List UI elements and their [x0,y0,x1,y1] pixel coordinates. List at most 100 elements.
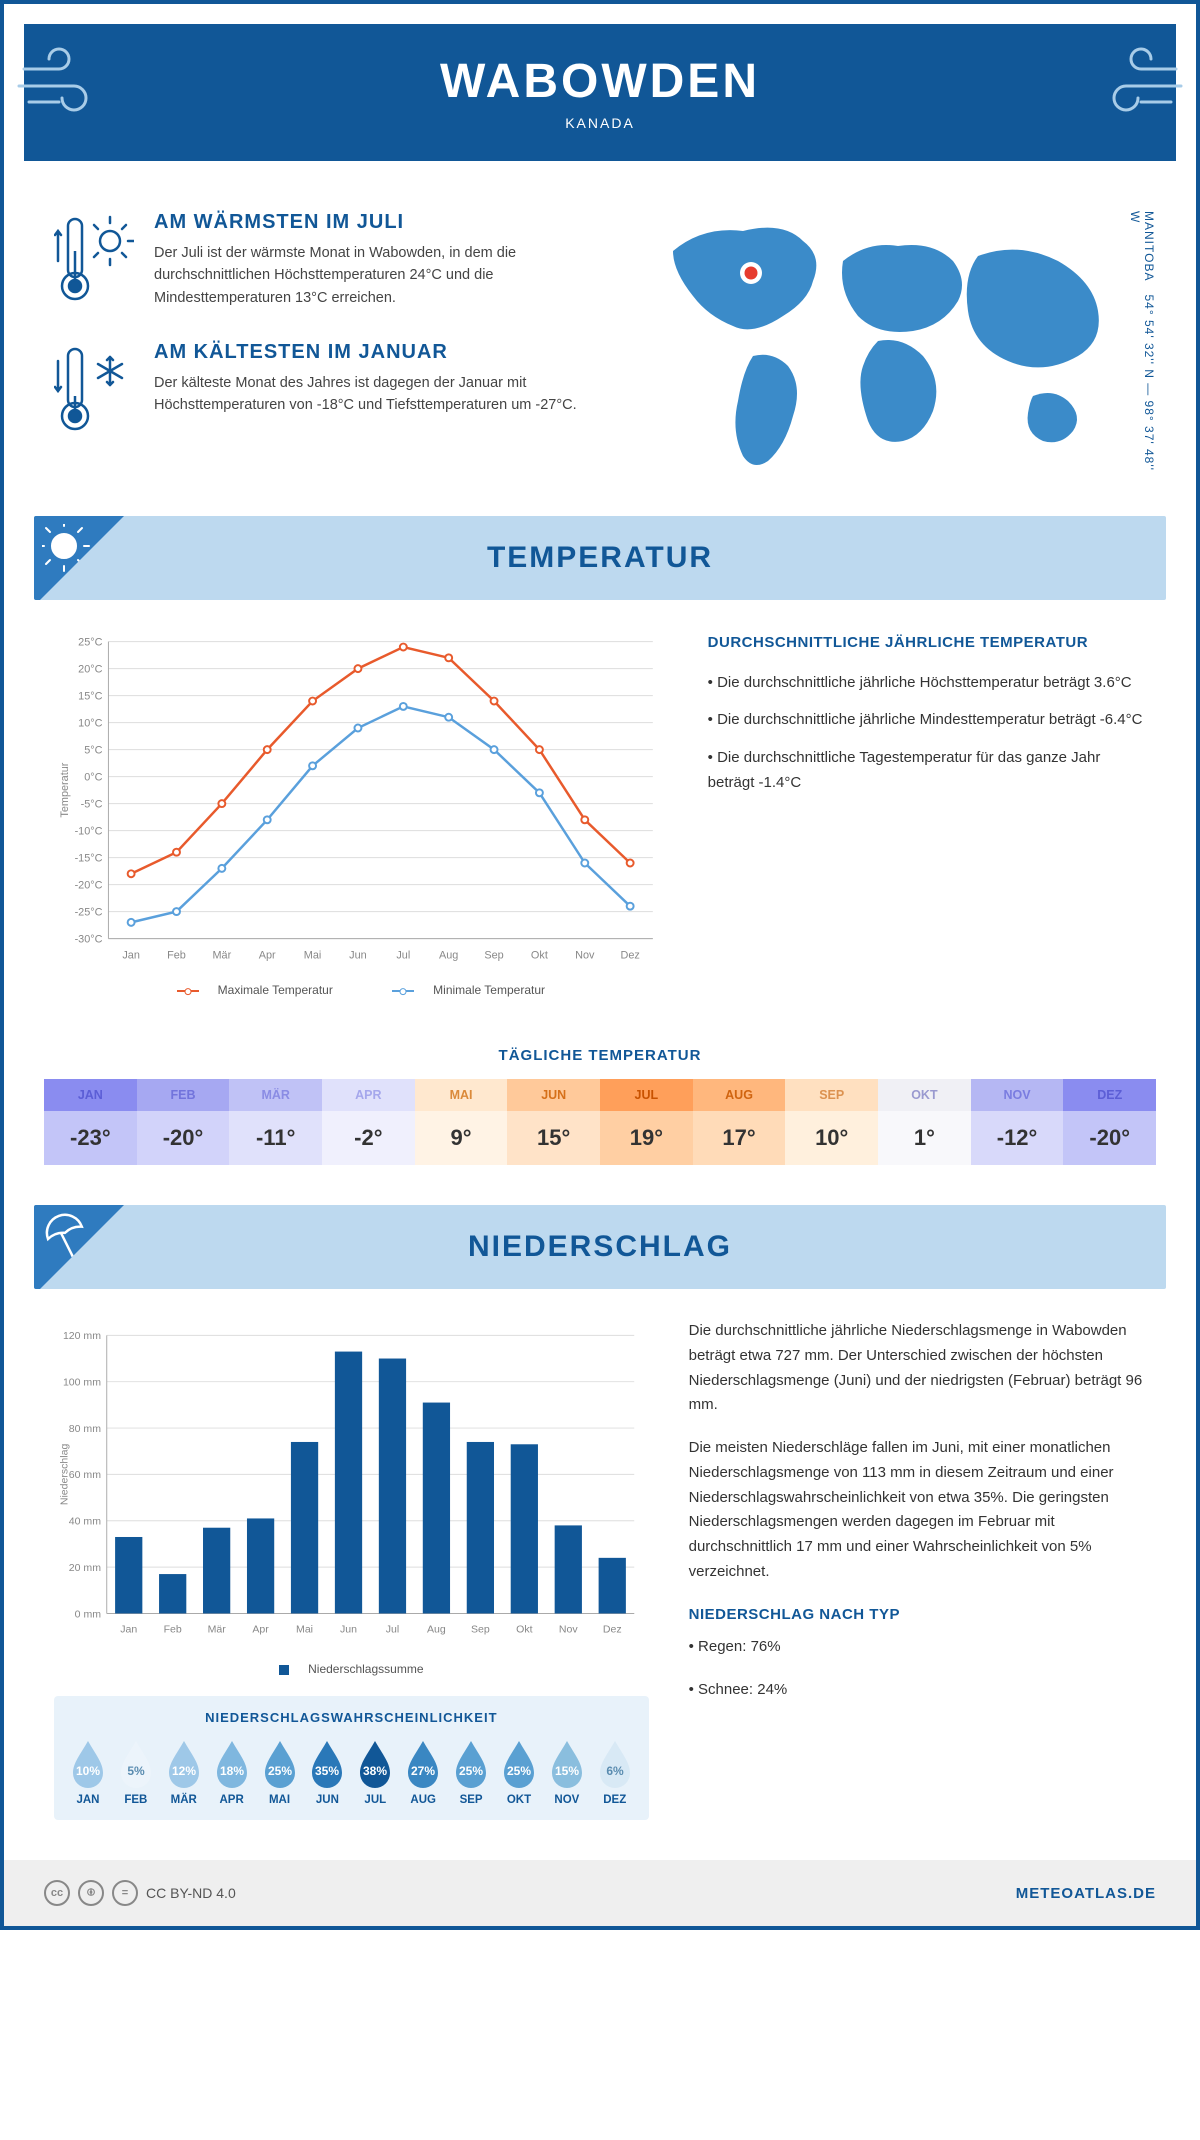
daily-temp-cell: AUG17° [693,1079,786,1165]
precip-type-p2: • Schnee: 24% [689,1678,1146,1703]
svg-text:Aug: Aug [427,1624,446,1636]
temp-section-banner: TEMPERATUR [34,516,1166,600]
warmest-heading: AM WÄRMSTEN IM JULI [154,211,580,234]
page-subtitle: KANADA [44,115,1156,131]
svg-text:100 mm: 100 mm [63,1377,101,1389]
svg-text:18%: 18% [220,1764,244,1778]
world-map-icon [620,211,1146,471]
wind-icon [14,44,124,124]
warmest-block: AM WÄRMSTEN IM JULI Der Juli ist der wär… [54,211,580,311]
cc-icon: cc [44,1880,70,1906]
wind-icon [1076,44,1186,124]
svg-text:12%: 12% [172,1764,196,1778]
prob-cell: 18%APR [208,1737,256,1806]
prob-cell: 25%OKT [495,1737,543,1806]
svg-text:38%: 38% [363,1764,387,1778]
nd-icon: = [112,1880,138,1906]
prob-cell: 38%JUL [351,1737,399,1806]
daily-temp-cell: NOV-12° [971,1079,1064,1165]
precip-type-heading: NIEDERSCHLAG NACH TYP [689,1603,1146,1628]
svg-text:Sep: Sep [484,949,503,961]
coordinates: MANITOBA 54° 54' 32'' N — 98° 37' 48'' W [1128,211,1156,476]
svg-text:Apr: Apr [252,1624,269,1636]
daily-temp-cell: APR-2° [322,1079,415,1165]
svg-text:Nov: Nov [559,1624,578,1636]
prob-cell: 6%DEZ [591,1737,639,1806]
svg-text:10°C: 10°C [78,718,102,730]
warmest-text: Der Juli ist der wärmste Monat in Wabowd… [154,242,580,309]
temperature-line-chart: -30°C-25°C-20°C-15°C-10°C-5°C0°C5°C10°C1… [54,630,668,970]
prob-cell: 25%MAI [256,1737,304,1806]
daily-temp-cell: JUL19° [600,1079,693,1165]
svg-text:-15°C: -15°C [75,853,103,865]
daily-temp-cell: FEB-20° [137,1079,230,1165]
svg-text:-20°C: -20°C [75,880,103,892]
thermometer-snow-icon [54,341,134,441]
daily-temp-cell: SEP10° [785,1079,878,1165]
prob-cell: 15%NOV [543,1737,591,1806]
precip-chart-legend: Niederschlagssumme [54,1662,649,1676]
svg-text:27%: 27% [411,1764,435,1778]
svg-text:Jun: Jun [340,1624,357,1636]
svg-text:Jan: Jan [120,1624,137,1636]
prob-cell: 35%JUN [303,1737,351,1806]
temp-text-heading: DURCHSCHNITTLICHE JÄHRLICHE TEMPERATUR [708,630,1146,656]
prob-cell: 25%SEP [447,1737,495,1806]
svg-text:15%: 15% [555,1764,579,1778]
svg-text:-30°C: -30°C [75,934,103,946]
temp-text-p2: • Die durchschnittliche jährliche Mindes… [708,707,1146,733]
page-title: WABOWDEN [44,54,1156,109]
svg-text:6%: 6% [606,1764,624,1778]
prob-cell: 12%MÄR [160,1737,208,1806]
svg-text:80 mm: 80 mm [69,1423,101,1435]
daily-temp-cell: MAI9° [415,1079,508,1165]
svg-text:Temperatur: Temperatur [59,762,71,817]
intro-section: AM WÄRMSTEN IM JULI Der Juli ist der wär… [4,181,1196,506]
sun-icon [42,524,92,574]
license-text: CC BY-ND 4.0 [146,1885,236,1901]
svg-text:25°C: 25°C [78,637,102,649]
by-icon: 🅯 [78,1880,104,1906]
umbrella-icon [42,1213,92,1263]
temp-chart-legend: Maximale Temperatur Minimale Temperatur [54,983,668,997]
temp-text-p3: • Die durchschnittliche Tagestemperatur … [708,745,1146,796]
svg-text:5%: 5% [127,1764,145,1778]
daily-temp-cell: MÄR-11° [229,1079,322,1165]
daily-temp-cell: JAN-23° [44,1079,137,1165]
svg-text:Jul: Jul [396,949,410,961]
svg-text:Dez: Dez [603,1624,622,1636]
daily-temp-title: TÄGLICHE TEMPERATUR [4,1047,1196,1064]
svg-text:20°C: 20°C [78,664,102,676]
thermometer-sun-icon [54,211,134,311]
svg-text:Feb: Feb [167,949,186,961]
prob-cell: 5%FEB [112,1737,160,1806]
precip-text-p1: Die durchschnittliche jährliche Niedersc… [689,1319,1146,1418]
prob-cell: 10%JAN [64,1737,112,1806]
page-footer: cc 🅯 = CC BY-ND 4.0 METEOATLAS.DE [4,1860,1196,1926]
svg-text:25%: 25% [507,1764,531,1778]
brand-text: METEOATLAS.DE [1016,1885,1156,1902]
coldest-text: Der kälteste Monat des Jahres ist dagege… [154,372,580,417]
svg-text:Niederschlag: Niederschlag [58,1444,70,1506]
svg-text:35%: 35% [315,1764,339,1778]
svg-text:20 mm: 20 mm [69,1562,101,1574]
svg-text:0 mm: 0 mm [75,1608,102,1620]
svg-text:Feb: Feb [164,1624,182,1636]
svg-text:Jul: Jul [386,1624,399,1636]
svg-text:Dez: Dez [620,949,639,961]
page-header: WABOWDEN KANADA [24,24,1176,161]
svg-text:0°C: 0°C [84,772,102,784]
svg-text:Sep: Sep [471,1624,490,1636]
precipitation-bar-chart: 0 mm20 mm40 mm60 mm80 mm100 mm120 mmJanF… [54,1319,649,1649]
svg-text:25%: 25% [459,1764,483,1778]
svg-text:Mär: Mär [208,1624,227,1636]
svg-text:60 mm: 60 mm [69,1469,101,1481]
precip-text-p2: Die meisten Niederschläge fallen im Juni… [689,1436,1146,1585]
svg-text:Aug: Aug [439,949,458,961]
svg-text:Mai: Mai [296,1624,313,1636]
precip-section-banner: NIEDERSCHLAG [34,1205,1166,1289]
precip-type-p1: • Regen: 76% [689,1635,1146,1660]
svg-text:Okt: Okt [531,949,548,961]
prob-cell: 27%AUG [399,1737,447,1806]
svg-text:5°C: 5°C [84,745,102,757]
